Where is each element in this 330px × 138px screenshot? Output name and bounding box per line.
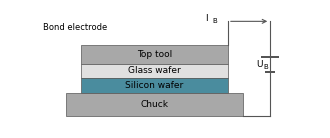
Text: Chuck: Chuck xyxy=(141,100,168,109)
Text: Top tool: Top tool xyxy=(137,50,172,59)
Bar xyxy=(66,93,243,116)
Bar xyxy=(81,78,228,93)
Text: B: B xyxy=(213,18,217,24)
Text: Glass wafer: Glass wafer xyxy=(128,66,181,75)
Text: Bond electrode: Bond electrode xyxy=(43,23,107,32)
Text: B: B xyxy=(263,64,268,70)
Text: U: U xyxy=(256,60,263,69)
Bar xyxy=(81,45,228,64)
Bar xyxy=(81,64,228,78)
Text: I: I xyxy=(205,14,208,23)
Text: Silicon wafer: Silicon wafer xyxy=(125,81,183,90)
